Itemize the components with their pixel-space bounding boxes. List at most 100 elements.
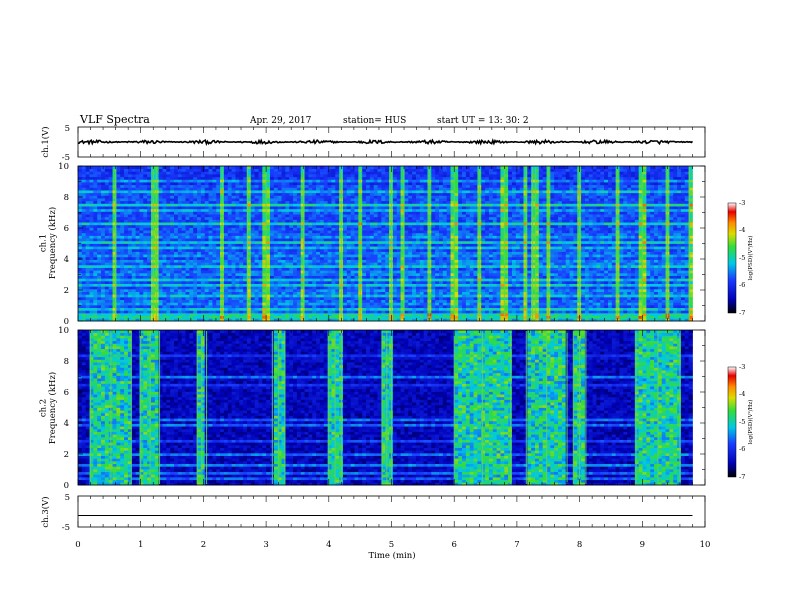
spectrogram-cell — [285, 318, 290, 322]
spectrogram-cell — [116, 286, 121, 290]
spectrogram-cell — [396, 208, 401, 212]
spectrogram-cell — [177, 270, 183, 274]
spectrogram-cell — [120, 214, 125, 218]
spectrogram-cell — [208, 272, 213, 276]
spectrogram-cell — [104, 176, 110, 180]
spectrogram-cell — [277, 211, 282, 215]
spectrogram-cell — [354, 176, 359, 180]
spectrogram-cell — [366, 280, 371, 284]
spectrogram-cell — [246, 256, 252, 260]
spectrogram-cell — [239, 267, 244, 271]
spectrogram-cell — [166, 195, 171, 199]
spectrogram-cell — [189, 171, 194, 175]
spectrogram-cell — [273, 203, 279, 207]
spectrogram-cell — [304, 240, 309, 244]
spectrogram-cell — [143, 291, 148, 295]
spectrogram-cell — [381, 256, 386, 260]
spectrogram-cell — [212, 259, 217, 263]
spectrogram-cell — [181, 270, 186, 274]
spectrogram-cell — [127, 168, 133, 172]
spectrogram-cell — [174, 270, 179, 274]
spectrogram-cell — [254, 288, 259, 292]
spectrogram-cell — [277, 171, 282, 175]
spectrogram-cell — [381, 171, 386, 175]
spectrogram-cell — [189, 272, 194, 276]
spectrogram-cell — [369, 184, 375, 188]
spectrogram-cell — [392, 222, 398, 226]
spectrogram-cell — [304, 315, 309, 319]
spectrogram-cell — [139, 214, 144, 218]
spectrogram-cell — [85, 219, 90, 223]
spectrogram-cell — [285, 267, 290, 271]
spectrogram-cell — [97, 278, 102, 282]
spectrogram-cell — [327, 214, 332, 218]
spectrogram-cell — [258, 288, 263, 292]
spectrogram-cell — [93, 310, 98, 314]
spectrogram-cell — [147, 267, 152, 271]
spectrogram-cell — [262, 267, 267, 271]
spectrogram-cell — [181, 200, 186, 204]
spectrogram-cell — [346, 211, 352, 215]
spectrogram-cell — [112, 312, 117, 317]
spectrogram-cell — [319, 267, 325, 271]
spectrogram-cell — [116, 291, 121, 295]
spectrogram-cell — [250, 291, 256, 295]
spectrogram-cell — [204, 200, 209, 204]
spectrogram-cell — [200, 270, 206, 274]
spectrogram-cell — [266, 256, 271, 260]
spectrogram-cell — [377, 179, 382, 183]
spectrogram-cell — [304, 280, 309, 284]
spectrogram-cell — [362, 184, 367, 188]
spectrogram-cell — [112, 224, 117, 228]
spectrogram-cell — [362, 246, 367, 250]
spectrogram-cell — [124, 312, 129, 317]
spectrogram-cell — [246, 208, 252, 212]
spectrogram-cell — [93, 195, 98, 199]
spectrogram-cell — [277, 216, 282, 220]
spectrogram-cell — [331, 222, 336, 226]
spectrogram-cell — [273, 214, 279, 218]
spectrogram-cell — [181, 272, 186, 276]
spectrogram-cell — [108, 187, 113, 191]
spectrogram-cell — [197, 206, 202, 210]
spectrogram-cell — [208, 238, 213, 242]
spectrogram-cell — [362, 248, 367, 252]
spectrogram-cell — [289, 230, 294, 234]
spectrogram-cell — [270, 211, 275, 215]
spectrogram-cell — [266, 206, 271, 210]
spectrogram-cell — [300, 270, 305, 274]
spectrogram-cell — [235, 283, 240, 287]
spectrogram-cell — [258, 187, 263, 191]
spectrogram-cell — [135, 246, 140, 250]
spectrogram-cell — [289, 246, 294, 250]
spectrogram-cell — [354, 272, 359, 276]
spectrogram-cell — [212, 267, 217, 271]
spectrogram-cell — [174, 254, 179, 258]
spectrogram-cell — [131, 206, 137, 210]
spectrogram-cell — [308, 174, 313, 178]
spectrogram-cell — [78, 166, 83, 170]
spectrogram-cell — [350, 166, 355, 170]
spectrogram-cell — [366, 246, 371, 250]
spectrogram-cell — [223, 190, 229, 194]
spectrogram-cell — [108, 280, 113, 284]
spectrogram-cell — [143, 251, 148, 255]
spectrogram-cell — [204, 206, 209, 210]
spectrogram-cell — [270, 254, 275, 258]
spectrogram-cell — [104, 227, 110, 231]
spectrogram-cell — [262, 291, 267, 295]
spectrogram-cell — [166, 176, 171, 180]
spectrogram-cell — [147, 222, 152, 226]
spectrogram-cell — [300, 208, 305, 212]
spectrogram-cell — [335, 294, 340, 298]
spectrogram-cell — [316, 251, 321, 255]
spectrogram-cell — [381, 302, 386, 306]
spectrogram-cell — [93, 318, 98, 322]
spectrogram-cell — [208, 216, 213, 220]
spectrogram-cell — [377, 299, 382, 303]
spectrogram-cell — [135, 227, 140, 231]
spectrogram-cell — [235, 184, 240, 188]
spectrogram-cell — [127, 227, 133, 231]
spectrogram-cell — [316, 272, 321, 276]
spectrogram-cell — [289, 315, 294, 319]
